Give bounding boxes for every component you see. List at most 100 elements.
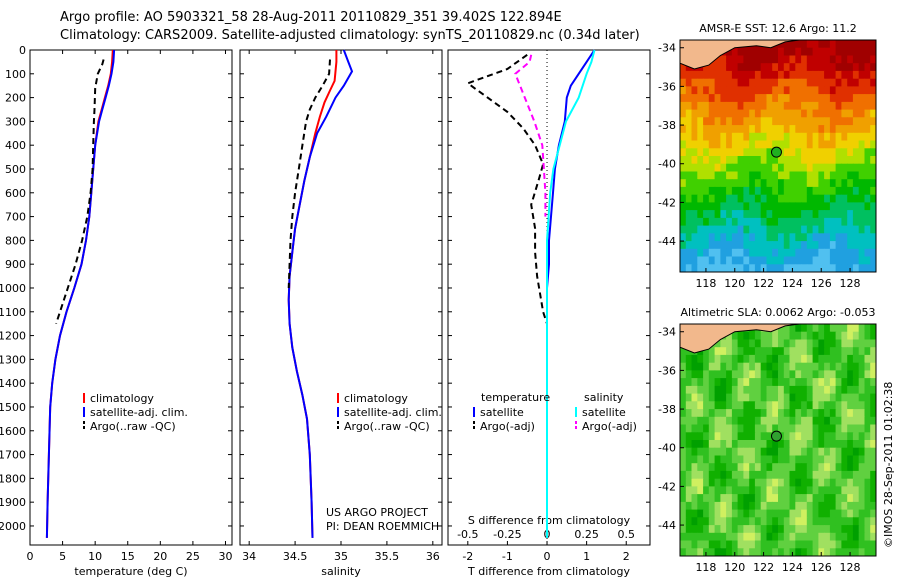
map-cell: [708, 156, 716, 165]
map-cell: [703, 532, 710, 542]
map-cell: [680, 455, 687, 464]
map-cell: [824, 63, 831, 72]
map-cell: [801, 78, 808, 87]
map-cell: [731, 101, 739, 111]
map-cell: [731, 217, 739, 227]
map-cell: [806, 140, 814, 149]
map-cell: [749, 94, 756, 103]
map-cell: [806, 47, 814, 56]
map-cell: [731, 186, 739, 196]
map-cell: [835, 264, 842, 272]
map-cell: [714, 78, 721, 87]
map-cell: [778, 241, 785, 250]
map-cell: [754, 117, 762, 126]
map-cell: [829, 86, 837, 95]
map-cell: [812, 385, 819, 395]
map-y-tick-label: -40: [658, 442, 676, 455]
map-cell: [737, 416, 744, 426]
map-cell: [760, 132, 768, 142]
map-cell: [737, 532, 744, 542]
map-cell: [743, 202, 750, 211]
map-cell: [818, 241, 825, 250]
map-cell: [760, 94, 768, 103]
map-cell: [801, 233, 808, 242]
map-cell: [778, 532, 785, 542]
map-cell: [691, 125, 698, 134]
map-cell: [818, 532, 825, 542]
map-cell: [864, 233, 871, 242]
map-cell: [714, 194, 721, 203]
map-cell: [824, 432, 831, 441]
map-cell: [766, 548, 773, 556]
map-cell: [680, 78, 687, 87]
map-cell: [743, 432, 750, 441]
map-cell: [714, 370, 721, 379]
map-cell: [772, 86, 779, 95]
map-cell: [852, 447, 860, 456]
map-cell: [737, 148, 744, 157]
map-cell: [829, 156, 837, 165]
map-cell: [743, 532, 750, 542]
map-cell: [858, 339, 866, 348]
map-cell: [847, 424, 854, 433]
depth-tick-label: 1400: [0, 377, 26, 390]
map-cell: [697, 401, 704, 410]
map-cell: [737, 140, 744, 149]
map-cell: [870, 217, 876, 227]
map-cell: [801, 463, 808, 472]
map-cell: [731, 347, 739, 356]
map-cell: [731, 401, 739, 410]
map-cell: [841, 78, 848, 87]
map-cell: [697, 194, 704, 203]
map-cell: [720, 525, 727, 534]
map-cell: [835, 101, 842, 111]
map-cell: [697, 548, 704, 556]
map-cell: [743, 486, 750, 495]
map-cell: [852, 47, 860, 56]
depth-tick-label: 1000: [0, 282, 26, 295]
map-cell: [703, 186, 710, 196]
map-cell: [806, 478, 814, 487]
map-cell: [801, 370, 808, 379]
map-cell: [864, 347, 871, 356]
map-cell: [812, 40, 819, 49]
map-cell: [870, 478, 876, 487]
map-cell: [812, 248, 819, 258]
map-cell: [870, 171, 876, 180]
map-cell: [806, 354, 814, 364]
map-cell: [714, 202, 721, 211]
map-cell: [801, 393, 808, 402]
map-cell: [685, 217, 693, 227]
s-tick-label: -0.5: [457, 528, 478, 541]
map-cell: [754, 525, 762, 534]
map-cell: [835, 532, 842, 542]
map-cell: [829, 217, 837, 227]
map-cell: [847, 202, 854, 211]
map-cell: [824, 264, 831, 272]
map-cell: [691, 548, 698, 556]
map-cell: [760, 210, 768, 219]
map-cell: [778, 256, 785, 265]
map-cell: [766, 101, 773, 111]
map-cell: [714, 393, 721, 402]
climatology-subtitle: Climatology: CARS2009. Satellite-adjuste…: [60, 28, 640, 43]
map-cell: [720, 94, 727, 103]
map-cell: [760, 378, 768, 387]
map-cell: [708, 194, 716, 203]
map-cell: [789, 101, 796, 111]
map-cell: [720, 125, 727, 134]
map-cell: [835, 109, 842, 118]
map-cell: [720, 217, 727, 227]
map-cell: [829, 486, 837, 495]
map-cell: [691, 171, 698, 180]
map-cell: [795, 70, 802, 80]
map-cell: [754, 55, 762, 64]
map-cell: [812, 424, 819, 433]
map-cell: [829, 117, 837, 126]
map-cell: [737, 378, 744, 387]
map-cell: [806, 78, 814, 87]
map-cell: [852, 86, 860, 95]
map-cell: [714, 210, 721, 219]
map-cell: [801, 117, 808, 126]
series-argo-raw-qc-: [287, 59, 331, 289]
